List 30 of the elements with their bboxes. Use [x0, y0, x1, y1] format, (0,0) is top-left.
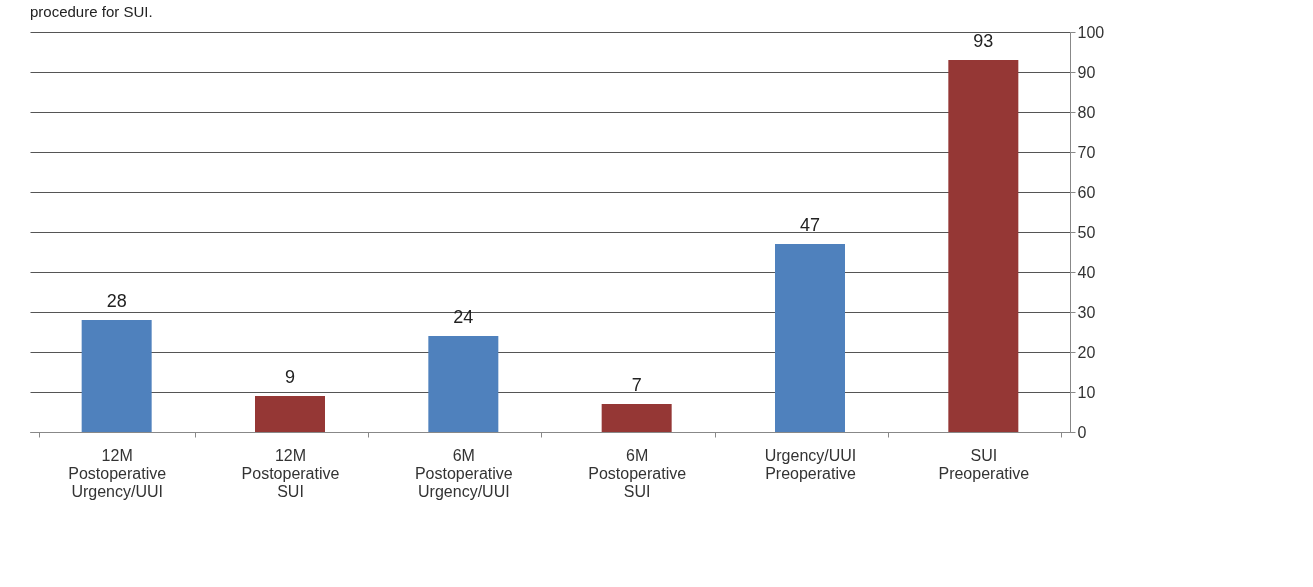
- bar: [601, 404, 672, 432]
- chart-title: procedure for SUI.: [30, 3, 153, 20]
- y-tick-label: 80: [1077, 103, 1096, 121]
- bar: [81, 320, 152, 432]
- y-tick-label: 50: [1077, 223, 1096, 241]
- data-label: 93: [973, 31, 994, 51]
- y-tick-label: 0: [1077, 423, 1087, 441]
- y-tick-label: 40: [1077, 263, 1096, 281]
- data-label: 28: [106, 291, 127, 311]
- y-tick-label: 90: [1077, 63, 1096, 81]
- y-tick-label: 10: [1077, 383, 1096, 401]
- bar: [775, 244, 845, 432]
- data-label: 7: [631, 375, 642, 395]
- bar: [428, 336, 499, 432]
- y-tick-label: 60: [1077, 183, 1096, 201]
- bar: [948, 60, 1019, 432]
- x-tick-label: 6M Postoperative SUI: [588, 446, 687, 500]
- data-label: 9: [284, 367, 296, 387]
- x-tick-label: 6M Postoperative Urgency/UUI: [414, 446, 513, 500]
- x-tick-label: 12M Postoperative Urgency/UUI: [68, 446, 167, 500]
- x-tick-label: Urgency/UUI Preoperative: [764, 446, 857, 482]
- y-tick-label: 20: [1077, 343, 1096, 361]
- y-tick-label: 100: [1077, 23, 1105, 41]
- y-tick-label: 30: [1077, 303, 1096, 321]
- bar: [255, 396, 325, 432]
- data-label: 24: [453, 307, 474, 327]
- x-tick-label: SUI Preoperative: [938, 446, 1030, 482]
- data-label: 47: [799, 215, 821, 235]
- y-tick-label: 70: [1077, 143, 1096, 161]
- x-tick-label: 12M Postoperative SUI: [241, 446, 340, 500]
